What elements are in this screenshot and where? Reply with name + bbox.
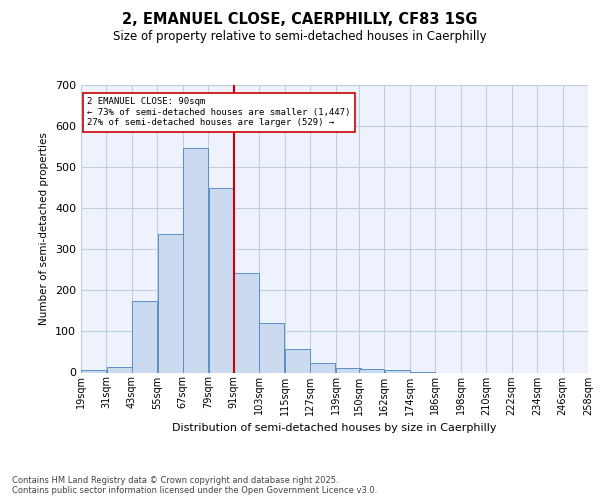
Bar [209, 188, 233, 372]
Text: 2 EMANUEL CLOSE: 90sqm
← 73% of semi-detached houses are smaller (1,447)
27% of : 2 EMANUEL CLOSE: 90sqm ← 73% of semi-det… [88, 98, 351, 127]
Bar [336, 368, 361, 372]
X-axis label: Distribution of semi-detached houses by size in Caerphilly: Distribution of semi-detached houses by … [172, 423, 497, 433]
Bar [107, 367, 131, 372]
Bar [183, 148, 208, 372]
Bar [310, 363, 335, 372]
Bar [132, 300, 157, 372]
Text: Contains HM Land Registry data © Crown copyright and database right 2025.
Contai: Contains HM Land Registry data © Crown c… [12, 476, 377, 495]
Bar [359, 369, 384, 372]
Bar [259, 323, 284, 372]
Bar [81, 370, 106, 372]
Text: Size of property relative to semi-detached houses in Caerphilly: Size of property relative to semi-detach… [113, 30, 487, 43]
Y-axis label: Number of semi-detached properties: Number of semi-detached properties [40, 132, 49, 325]
Bar [234, 272, 259, 372]
Bar [285, 349, 310, 372]
Bar [385, 370, 410, 372]
Text: 2, EMANUEL CLOSE, CAERPHILLY, CF83 1SG: 2, EMANUEL CLOSE, CAERPHILLY, CF83 1SG [122, 12, 478, 28]
Bar [158, 234, 182, 372]
